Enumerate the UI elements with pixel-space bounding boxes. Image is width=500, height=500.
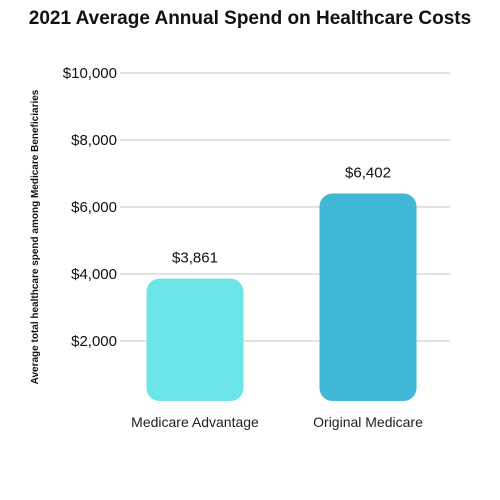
x-category-label: Medicare Advantage — [131, 414, 259, 430]
x-axis-categories: Medicare Advantage Original Medicare — [131, 414, 423, 430]
y-tick-label: $8,000 — [71, 132, 117, 149]
data-label: $6,402 — [345, 165, 391, 182]
bars — [146, 193, 417, 401]
data-labels: $3,861 $6,402 — [172, 165, 391, 267]
y-tick-label: $10,000 — [63, 65, 117, 82]
chart-title: 2021 Average Annual Spend on Healthcare … — [29, 8, 471, 29]
data-label: $3,861 — [172, 250, 218, 267]
x-category-label: Original Medicare — [313, 414, 423, 430]
bar-medicare-advantage — [146, 278, 244, 401]
bar-original-medicare — [319, 193, 417, 401]
y-tick-label: $4,000 — [71, 266, 117, 283]
y-axis-label: Average total healthcare spend among Med… — [30, 89, 41, 384]
y-tick-label: $6,000 — [71, 199, 117, 216]
y-axis-ticks: $2,000 $4,000 $6,000 $8,000 $10,000 — [63, 65, 117, 350]
y-tick-label: $2,000 — [71, 333, 117, 350]
